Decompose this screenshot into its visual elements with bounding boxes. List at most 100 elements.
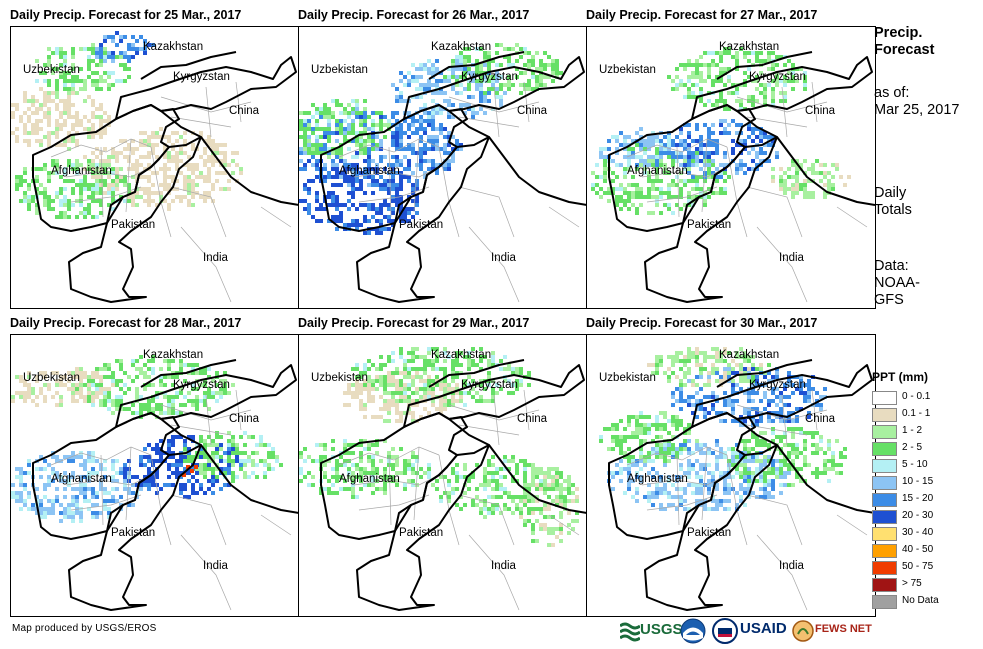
credit-text: Map produced by USGS/EROS — [12, 623, 157, 634]
forecast-map: Kazakhstan Uzbekistan Kyrgyzstan China A… — [586, 26, 876, 309]
label-kyrgyzstan: Kyrgyzstan — [461, 71, 518, 83]
label-kyrgyzstan: Kyrgyzstan — [173, 379, 230, 391]
legend-item: 0.1 - 1 — [872, 407, 931, 424]
precip-cells — [591, 47, 851, 215]
panel-title: Daily Precip. Forecast for 29 Mar., 2017 — [298, 316, 530, 330]
label-afghanistan: Afghanistan — [339, 473, 400, 485]
usaid-seal-icon — [712, 617, 738, 645]
legend-label: 50 - 75 — [902, 561, 934, 572]
usaid-logo: USAID — [740, 620, 787, 637]
legend-swatch — [872, 476, 897, 490]
label-kyrgyzstan: Kyrgyzstan — [749, 71, 806, 83]
legend-swatch — [872, 442, 897, 456]
legend-item: 2 - 5 — [872, 441, 928, 458]
forecast-map: Kazakhstan Uzbekistan Kyrgyzstan China A… — [298, 334, 588, 617]
legend-item: 50 - 75 — [872, 560, 933, 577]
legend-label: 10 - 15 — [902, 476, 934, 487]
legend-item: 10 - 15 — [872, 475, 933, 492]
label-kazakhstan: Kazakhstan — [143, 349, 204, 361]
legend-item: 0 - 0.1 — [872, 390, 931, 407]
partner-logos: USGS USAID FEWS NET — [620, 617, 872, 645]
country-borders — [320, 359, 587, 611]
label-afghanistan: Afghanistan — [339, 165, 400, 177]
label-afghanistan: Afghanistan — [627, 473, 688, 485]
panel-title: Daily Precip. Forecast for 30 Mar., 2017 — [586, 316, 818, 330]
label-kazakhstan: Kazakhstan — [719, 41, 780, 53]
label-uzbekistan: Uzbekistan — [23, 372, 80, 384]
label-china: China — [229, 105, 260, 117]
forecast-map: Kazakhstan Uzbekistan Kyrgyzstan China A… — [10, 26, 300, 309]
legend-swatch — [872, 493, 897, 507]
legend-item: 40 - 50 — [872, 543, 933, 560]
label-india: India — [491, 252, 516, 264]
label-india: India — [203, 560, 228, 572]
label-uzbekistan: Uzbekistan — [599, 64, 656, 76]
noaa-logo — [680, 617, 708, 645]
legend-label: 2 - 5 — [902, 442, 923, 453]
label-kazakhstan: Kazakhstan — [431, 349, 492, 361]
sidebar-totals: Daily Totals — [874, 185, 912, 218]
legend-swatch — [872, 510, 897, 524]
label-kyrgyzstan: Kyrgyzstan — [173, 71, 230, 83]
legend-swatch — [872, 544, 897, 558]
label-china: China — [517, 105, 548, 117]
label-kyrgyzstan: Kyrgyzstan — [461, 379, 518, 391]
panel-title: Daily Precip. Forecast for 27 Mar., 2017 — [586, 8, 818, 22]
map-graphic — [299, 347, 587, 611]
sidebar-title: Precip. Forecast — [874, 25, 935, 58]
legend-label: 0 - 0.1 — [902, 391, 931, 402]
admin-boundaries — [626, 389, 868, 611]
map-graphic — [11, 355, 299, 611]
map-graphic — [299, 43, 587, 303]
legend-label: 0.1 - 1 — [902, 408, 931, 419]
label-pakistan: Pakistan — [111, 527, 156, 539]
legend-swatch — [872, 561, 897, 575]
legend-label: 30 - 40 — [902, 527, 934, 538]
label-pakistan: Pakistan — [687, 219, 732, 231]
forecast-map: Kazakhstan Uzbekistan Kyrgyzstan China A… — [586, 334, 876, 617]
country-borders — [320, 51, 587, 303]
country-borders — [608, 359, 875, 611]
panel-title: Daily Precip. Forecast for 26 Mar., 2017 — [298, 8, 530, 22]
label-afghanistan: Afghanistan — [51, 165, 112, 177]
label-kyrgyzstan: Kyrgyzstan — [749, 379, 806, 391]
legend-item: > 75 — [872, 577, 928, 594]
label-china: China — [517, 413, 548, 425]
legend-swatch — [872, 595, 897, 609]
forecast-map: Kazakhstan Uzbekistan Kyrgyzstan China A… — [298, 26, 588, 309]
label-afghanistan: Afghanistan — [627, 165, 688, 177]
label-india: India — [779, 560, 804, 572]
label-china: China — [229, 413, 260, 425]
panel-title: Daily Precip. Forecast for 25 Mar., 2017 — [10, 8, 242, 22]
precip-cells — [599, 347, 847, 511]
admin-boundaries — [50, 81, 292, 303]
label-china: China — [805, 105, 836, 117]
label-china: China — [805, 413, 836, 425]
legend-swatch — [872, 425, 897, 439]
label-pakistan: Pakistan — [111, 219, 156, 231]
legend-items: 0 - 0.1 0.1 - 1 1 - 2 2 - 5 5 - 10 10 - 15 15 … — [872, 390, 939, 611]
fewsnet-logo: FEWS NET — [792, 617, 872, 645]
label-kazakhstan: Kazakhstan — [143, 41, 204, 53]
label-uzbekistan: Uzbekistan — [311, 372, 368, 384]
map-graphic — [591, 47, 875, 303]
admin-boundaries — [338, 81, 580, 303]
label-pakistan: Pakistan — [399, 219, 444, 231]
label-afghanistan: Afghanistan — [51, 473, 112, 485]
admin-boundaries — [50, 389, 292, 611]
legend-label: 15 - 20 — [902, 493, 934, 504]
label-pakistan: Pakistan — [399, 527, 444, 539]
label-uzbekistan: Uzbekistan — [23, 64, 80, 76]
country-borders — [608, 51, 875, 303]
legend-label: No Data — [902, 595, 939, 606]
legend-label: > 75 — [902, 578, 922, 589]
label-india: India — [779, 252, 804, 264]
legend-title: PPT (mm) — [872, 370, 929, 384]
sidebar-data-source: Data: NOAA- GFS — [874, 258, 920, 308]
label-kazakhstan: Kazakhstan — [719, 349, 780, 361]
legend-label: 40 - 50 — [902, 544, 934, 555]
label-kazakhstan: Kazakhstan — [431, 41, 492, 53]
precip-legend: PPT (mm) 0 - 0.1 0.1 - 1 1 - 2 2 - 5 5 - 10 1… — [872, 370, 939, 611]
label-uzbekistan: Uzbekistan — [599, 372, 656, 384]
precip-cells — [11, 31, 243, 219]
